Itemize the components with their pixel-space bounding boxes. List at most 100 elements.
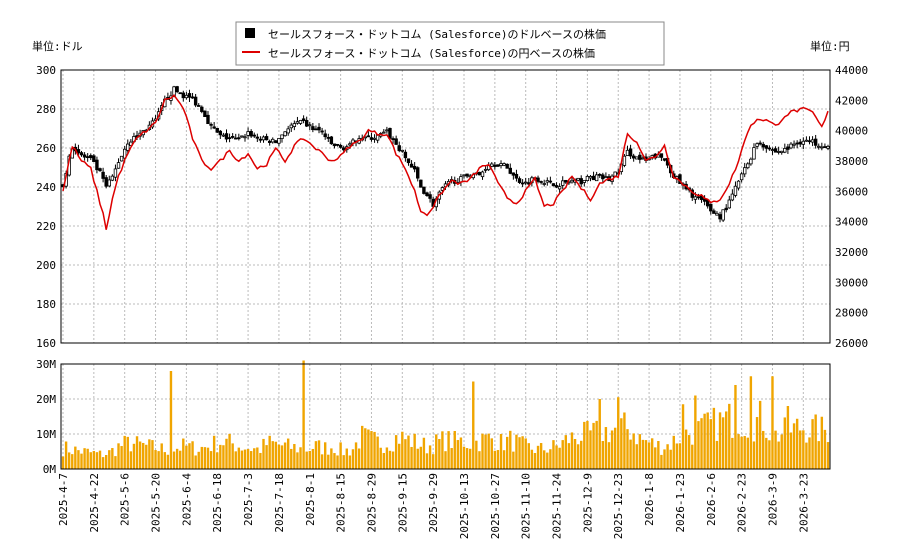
candle-body-down <box>564 179 568 183</box>
candle-body-down <box>496 164 500 167</box>
volume-bar <box>160 443 163 469</box>
volume-bar <box>632 433 635 469</box>
candle-body-down <box>428 194 432 199</box>
candle-body-down <box>230 136 235 138</box>
candle-body-down <box>317 126 321 131</box>
candle-body-up <box>622 155 627 166</box>
candle-body-up <box>113 168 118 178</box>
volume-bar <box>792 423 796 469</box>
candle-body-down <box>329 136 334 145</box>
candle-body-down <box>422 186 426 194</box>
volume-bar <box>681 404 685 469</box>
volume-bar <box>604 427 608 469</box>
candle-body-down <box>696 196 701 199</box>
legend-box <box>235 21 665 66</box>
price-plot-frame <box>60 69 831 344</box>
candle-body-up <box>635 156 639 160</box>
candle-body-up <box>400 149 405 152</box>
candle-body-down <box>767 147 772 150</box>
right-tick-label: 34000 <box>835 216 868 229</box>
volume-bar <box>472 381 475 469</box>
volume-bar <box>228 433 231 469</box>
volume-bar <box>336 455 339 469</box>
volume-bar <box>129 451 133 469</box>
volume-bar <box>354 442 358 469</box>
candle-body-up <box>502 163 506 166</box>
volume-bar <box>151 440 154 469</box>
volume-bar <box>95 452 99 469</box>
candle-body-down <box>403 151 408 159</box>
volume-bar <box>200 446 204 469</box>
date-tick-label: 2025-7-3 <box>242 473 255 526</box>
volume-bar <box>83 448 86 469</box>
candle-body-down <box>98 168 102 172</box>
volume-bar <box>546 452 549 469</box>
volume-bar <box>826 442 830 469</box>
volume-bar <box>808 437 811 469</box>
volume-bar <box>527 443 530 469</box>
candle-body-down <box>712 210 716 214</box>
volume-bar <box>169 371 173 469</box>
volume-bar <box>243 449 247 469</box>
volume-bar <box>157 451 160 469</box>
candle-body-up <box>348 143 352 146</box>
volume-bar <box>691 444 694 469</box>
volume-bar <box>188 443 191 469</box>
candle-body-down <box>477 171 482 176</box>
left-tick-label: 280 <box>36 103 56 116</box>
volume-bar <box>697 421 700 469</box>
candle-body-down <box>227 137 232 140</box>
candle-body-up <box>184 94 189 99</box>
volume-bar <box>351 449 355 469</box>
candle-body-down <box>258 138 263 141</box>
left-tick-label: 240 <box>36 181 56 194</box>
volume-bar <box>734 385 737 469</box>
volume-bar <box>237 447 241 469</box>
volume-bar <box>672 435 675 469</box>
volume-bar <box>641 439 645 469</box>
candle-body-down <box>323 133 327 138</box>
volume-bar <box>700 418 703 469</box>
volume-bar <box>216 452 219 469</box>
date-tick-label: 2025-9-15 <box>396 473 409 533</box>
candle-body-up <box>283 131 287 137</box>
volume-bar <box>635 444 638 469</box>
candle-body-down <box>813 138 818 146</box>
candle-body-down <box>628 148 633 157</box>
axis-ticks: 160 180 200 220 240 260 280 300 26000 28000 30000 3… <box>36 64 868 539</box>
candle-body-up <box>585 175 590 181</box>
candle-body-down <box>551 183 556 187</box>
volume-bar <box>373 431 376 469</box>
volume-bar <box>197 451 200 469</box>
volume-bar <box>493 450 497 469</box>
candle-body-down <box>786 146 790 150</box>
volume-bar <box>268 435 271 469</box>
candle-body-down <box>104 177 108 187</box>
candle-body-up <box>385 129 389 132</box>
candle-body-up <box>172 86 176 98</box>
date-tick-label: 2025-11-24 <box>551 473 564 540</box>
candle-body-down <box>193 96 198 106</box>
candle-body-up <box>289 124 293 129</box>
left-tick-label: 160 <box>36 337 56 350</box>
volume-bar <box>74 446 77 469</box>
volume-bar <box>114 456 117 469</box>
volume-bar <box>256 447 259 469</box>
volume-bar <box>468 448 472 469</box>
candle-body-down <box>807 140 812 143</box>
candle-body-down <box>332 143 337 147</box>
volume-bar <box>410 446 413 469</box>
candle-body-down <box>409 163 414 168</box>
candle-body-down <box>758 142 762 145</box>
date-tick-label: 2026-1-23 <box>674 473 687 533</box>
candle-body-up <box>240 135 244 138</box>
candle-body-down <box>311 126 315 131</box>
volume-bar <box>499 433 503 469</box>
candle-body-down <box>416 167 420 179</box>
candle-body-up <box>243 136 247 139</box>
candle-body-up <box>743 167 747 175</box>
volume-bar <box>583 421 586 469</box>
candle-body-down <box>823 146 827 148</box>
candle-body-down <box>718 214 722 220</box>
right-tick-label: 40000 <box>835 125 868 138</box>
